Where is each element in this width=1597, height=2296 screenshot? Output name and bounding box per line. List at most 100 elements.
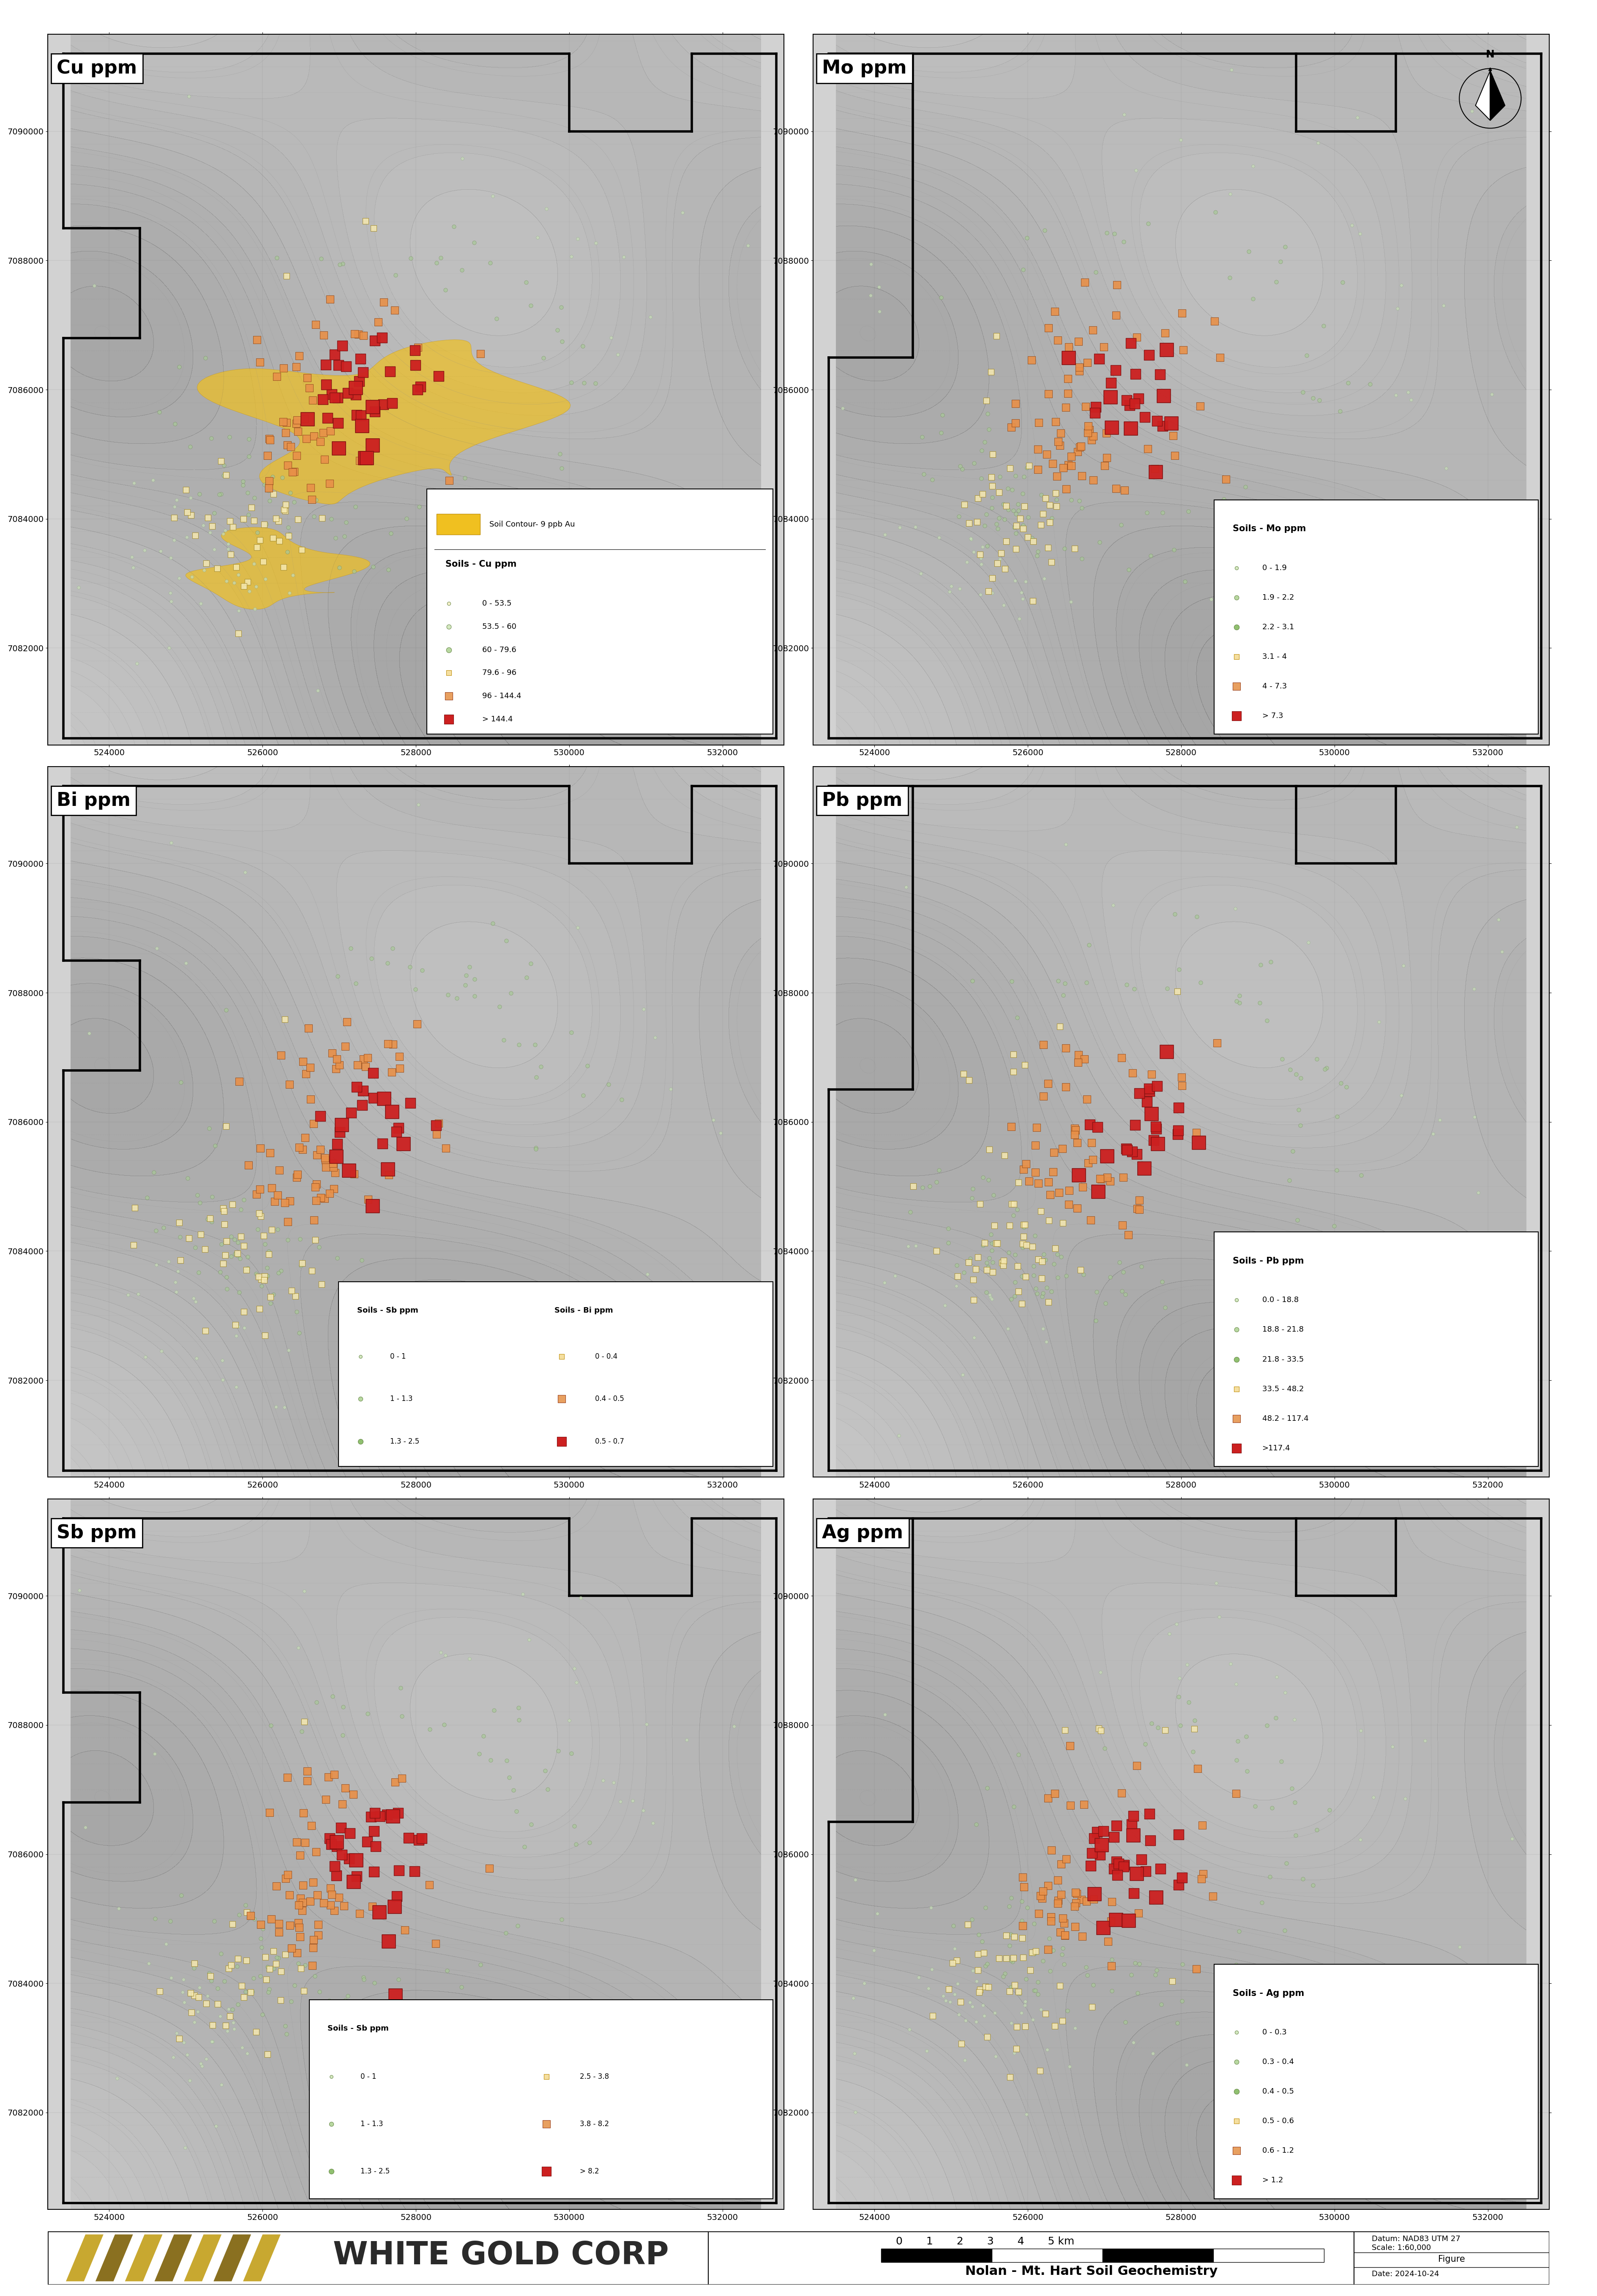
- Point: [200, 2023, 225, 2060]
- Point: [243, 2014, 268, 2050]
- Point: [236, 496, 262, 533]
- Point: [993, 1940, 1019, 1977]
- Point: [1094, 1139, 1119, 1176]
- Point: [462, 960, 487, 996]
- Point: [562, 1651, 588, 1688]
- Point: [1068, 427, 1094, 464]
- Point: [329, 1786, 355, 1823]
- Point: [1212, 1281, 1238, 1318]
- Point: [591, 1761, 616, 1798]
- Point: [284, 1936, 310, 1972]
- Point: [1048, 416, 1073, 452]
- Point: [198, 1201, 224, 1238]
- Point: [326, 404, 351, 441]
- Point: [179, 1993, 204, 2030]
- Point: [896, 1228, 921, 1265]
- Point: [1187, 1125, 1212, 1162]
- Point: [1006, 1164, 1032, 1201]
- Point: [1083, 1302, 1108, 1339]
- Point: [251, 1217, 276, 1254]
- Point: [208, 1254, 233, 1290]
- Point: [305, 1906, 331, 1942]
- Point: [872, 1697, 898, 1733]
- Point: [428, 1635, 454, 1671]
- Point: [313, 1148, 339, 1185]
- Point: [969, 528, 995, 565]
- Point: [1234, 1752, 1260, 1789]
- Point: [1051, 1906, 1076, 1942]
- Point: [361, 1054, 386, 1091]
- Point: [1012, 1986, 1038, 2023]
- Point: [273, 2016, 299, 2053]
- Point: [359, 1887, 385, 1924]
- Point: [1289, 1058, 1314, 1095]
- Point: [1188, 964, 1214, 1001]
- Point: [402, 331, 428, 367]
- Point: [219, 537, 244, 574]
- Point: [385, 1795, 410, 1832]
- Point: [525, 220, 551, 257]
- Text: N: N: [1485, 51, 1495, 60]
- Point: [1345, 99, 1370, 135]
- Point: [674, 1722, 699, 1759]
- Point: [305, 1876, 331, 1913]
- Point: [279, 1931, 305, 1968]
- Point: [187, 1970, 212, 2007]
- Point: [171, 1961, 196, 1998]
- Point: [971, 1998, 997, 2034]
- Point: [1009, 1995, 1035, 2032]
- Point: [1365, 1003, 1391, 1040]
- Point: [1263, 1699, 1289, 1736]
- Point: [1003, 1263, 1028, 1300]
- Point: [1020, 1906, 1046, 1942]
- Point: [1033, 1242, 1059, 1279]
- Point: [1028, 1261, 1054, 1297]
- Point: [321, 1756, 347, 1793]
- Point: [551, 1270, 577, 1306]
- Point: [214, 457, 240, 494]
- Point: [1088, 1653, 1113, 1690]
- Point: [1030, 1026, 1056, 1063]
- Point: [637, 298, 663, 335]
- Point: [1118, 326, 1143, 363]
- Point: [278, 427, 303, 464]
- Point: [1030, 1311, 1056, 1348]
- Point: [1006, 487, 1032, 523]
- Point: [1011, 1150, 1036, 1187]
- Point: [1000, 471, 1025, 507]
- Point: [1019, 1936, 1044, 1972]
- Point: [973, 507, 998, 544]
- Point: [179, 558, 204, 595]
- Point: [1001, 1789, 1027, 1825]
- Point: [177, 427, 203, 464]
- Point: [235, 563, 260, 599]
- Point: [1540, 2255, 1559, 2282]
- Point: [1169, 1860, 1195, 1896]
- Point: [1113, 1277, 1139, 1313]
- Point: [243, 590, 268, 627]
- Text: Soil Contour- 9 ppb Au: Soil Contour- 9 ppb Au: [489, 521, 575, 528]
- Point: [332, 1981, 358, 2018]
- Point: [441, 209, 466, 246]
- Point: [1126, 381, 1151, 418]
- Point: [142, 1901, 168, 1938]
- Point: [1357, 365, 1383, 402]
- Point: [843, 2094, 869, 2131]
- Point: [324, 1240, 350, 1277]
- Point: [323, 1848, 348, 1885]
- Point: [406, 1821, 431, 1857]
- Point: [944, 1942, 969, 1979]
- Point: [1086, 1173, 1112, 1210]
- Point: [1038, 1832, 1064, 1869]
- Point: [1043, 1775, 1068, 1812]
- Point: [1099, 1940, 1124, 1977]
- Point: [187, 1215, 212, 1251]
- Point: [345, 1047, 371, 1084]
- Point: [933, 1288, 958, 1325]
- Point: [1104, 266, 1129, 303]
- Point: [648, 599, 674, 636]
- Point: [1081, 1876, 1107, 1913]
- Point: [1335, 365, 1361, 402]
- Point: [979, 459, 1005, 496]
- Point: [249, 1929, 275, 1965]
